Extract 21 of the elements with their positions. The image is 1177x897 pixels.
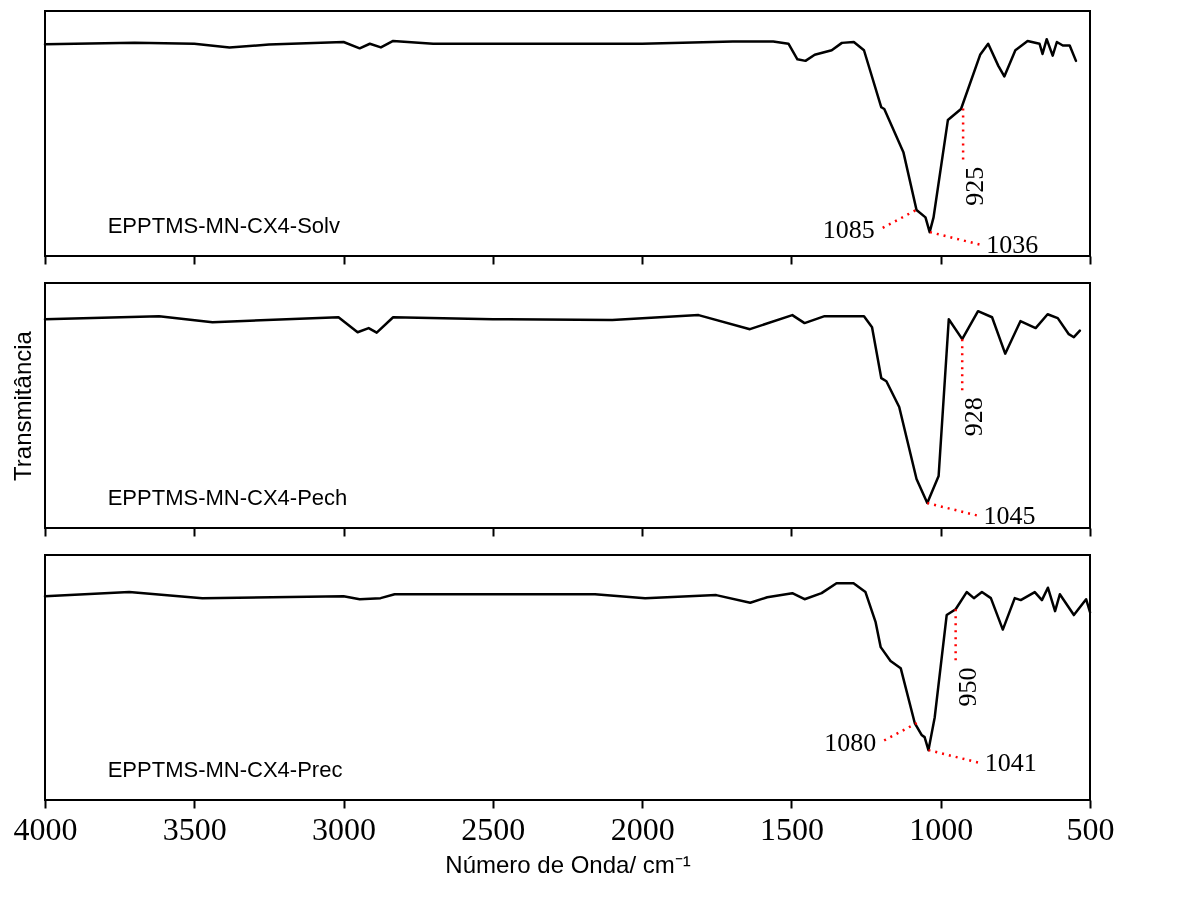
x-tick-label: 500: [1066, 810, 1115, 847]
text: EPPTMS-MN-CX4-Pech: [107, 484, 348, 510]
annotation: 950: [952, 667, 982, 707]
x-tick-label: 4000: [13, 810, 78, 847]
x-tick-label: 1500: [759, 810, 824, 847]
annotation: 1045: [983, 501, 1036, 531]
x-tick-label: 2000: [610, 810, 675, 847]
x-tick-label: 1000: [909, 810, 974, 847]
x-tick-label: 2500: [461, 810, 526, 847]
text: EPPTMS-MN-CX4-Solv: [107, 212, 340, 238]
annotation: 1041: [984, 748, 1037, 778]
x-tick-label: 3500: [162, 810, 227, 847]
y-axis-title: Transmitância: [8, 330, 36, 481]
annotation: 928: [959, 397, 989, 437]
annotation: 925: [960, 166, 990, 206]
text: EPPTMS-MN-CX4-Prec: [107, 756, 343, 782]
annotation: 1036: [986, 230, 1039, 260]
annotation: 1080: [824, 727, 877, 757]
x-axis-title: Número de Onda/ cm⁻¹: [445, 850, 691, 878]
x-tick-label: 3000: [312, 810, 377, 847]
annotation: 1085: [822, 214, 875, 244]
